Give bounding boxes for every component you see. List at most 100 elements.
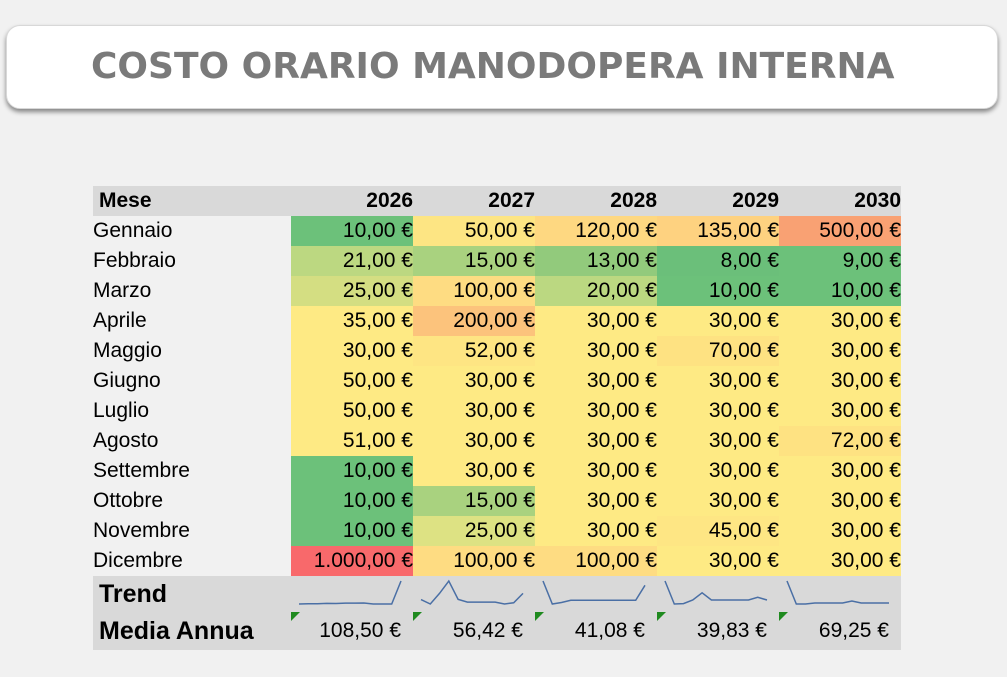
value-cell[interactable]: 45,00 € (657, 516, 779, 546)
value-cell[interactable]: 15,00 € (413, 486, 535, 516)
value-cell[interactable]: 30,00 € (413, 426, 535, 456)
value-cell[interactable]: 100,00 € (413, 276, 535, 306)
month-cell[interactable]: Aprile (93, 309, 147, 332)
value-cell[interactable]: 9,00 € (779, 246, 901, 276)
value-cell[interactable]: 15,00 € (413, 246, 535, 276)
header-year-2027[interactable]: 2027 (413, 186, 535, 216)
value-cell[interactable]: 20,00 € (535, 276, 657, 306)
month-cell[interactable]: Settembre (93, 459, 190, 482)
value-cell[interactable]: 200,00 € (413, 306, 535, 336)
media-cell[interactable]: 41,08 € (535, 612, 657, 650)
value-cell[interactable]: 1.000,00 € (291, 546, 413, 576)
value-cell[interactable]: 21,00 € (291, 246, 413, 276)
month-cell[interactable]: Agosto (93, 429, 159, 452)
header-mese[interactable]: Mese (93, 186, 291, 216)
month-cell[interactable]: Ottobre (93, 489, 164, 512)
value-cell[interactable]: 30,00 € (535, 306, 657, 336)
sparkline-line (542, 580, 646, 605)
value-cell[interactable]: 30,00 € (413, 396, 535, 426)
sparkline-line (298, 580, 402, 605)
value-cell[interactable]: 30,00 € (291, 336, 413, 366)
value-cell[interactable]: 51,00 € (291, 426, 413, 456)
month-cell[interactable]: Giugno (93, 369, 161, 392)
value-cell[interactable]: 30,00 € (657, 396, 779, 426)
value-cell[interactable]: 30,00 € (535, 426, 657, 456)
month-cell[interactable]: Marzo (93, 279, 152, 302)
value-cell[interactable]: 10,00 € (779, 276, 901, 306)
value-cell[interactable]: 30,00 € (779, 336, 901, 366)
header-row: Mese 2026 2027 2028 2029 2030 (93, 186, 901, 216)
sparkline-cell[interactable] (657, 576, 779, 612)
header-year-2028[interactable]: 2028 (535, 186, 657, 216)
value-cell[interactable]: 30,00 € (779, 516, 901, 546)
sparkline-cell[interactable] (535, 576, 657, 612)
value-cell[interactable]: 30,00 € (535, 456, 657, 486)
error-flag-icon (535, 612, 544, 621)
value-cell[interactable]: 120,00 € (535, 216, 657, 246)
value-cell[interactable]: 70,00 € (657, 336, 779, 366)
table-row: Giugno 50,00 €30,00 €30,00 €30,00 €30,00 … (93, 366, 901, 396)
value-cell[interactable]: 10,00 € (291, 486, 413, 516)
value-cell[interactable]: 25,00 € (291, 276, 413, 306)
value-cell[interactable]: 135,00 € (657, 216, 779, 246)
value-cell[interactable]: 30,00 € (657, 456, 779, 486)
value-cell[interactable]: 30,00 € (657, 306, 779, 336)
media-cell[interactable]: 108,50 € (291, 612, 413, 650)
value-cell[interactable]: 52,00 € (413, 336, 535, 366)
value-cell[interactable]: 10,00 € (291, 216, 413, 246)
month-cell[interactable]: Gennaio (93, 219, 173, 242)
value-cell[interactable]: 100,00 € (413, 546, 535, 576)
value-cell[interactable]: 30,00 € (779, 306, 901, 336)
sparkline-cell[interactable] (291, 576, 413, 612)
value-cell[interactable]: 30,00 € (657, 366, 779, 396)
value-cell[interactable]: 30,00 € (535, 486, 657, 516)
media-cell[interactable]: 39,83 € (657, 612, 779, 650)
value-cell[interactable]: 30,00 € (413, 366, 535, 396)
value-cell[interactable]: 13,00 € (535, 246, 657, 276)
month-cell[interactable]: Febbraio (93, 249, 176, 272)
value-cell[interactable]: 30,00 € (535, 516, 657, 546)
header-year-2030[interactable]: 2030 (779, 186, 901, 216)
sparkline-chart (786, 580, 889, 605)
trend-label[interactable]: Trend (93, 576, 291, 612)
value-cell[interactable]: 50,00 € (413, 216, 535, 246)
value-cell[interactable]: 30,00 € (657, 486, 779, 516)
value-cell[interactable]: 30,00 € (779, 396, 901, 426)
value-cell[interactable]: 30,00 € (657, 546, 779, 576)
media-cell[interactable]: 56,42 € (413, 612, 535, 650)
value-cell[interactable]: 50,00 € (291, 366, 413, 396)
value-cell[interactable]: 30,00 € (779, 546, 901, 576)
error-flag-icon (779, 612, 788, 621)
media-label[interactable]: Media Annua (93, 612, 291, 650)
table-row: Aprile 35,00 €200,00 €30,00 €30,00 €30,00… (93, 306, 901, 336)
sparkline-cell[interactable] (413, 576, 535, 612)
media-cell[interactable]: 69,25 € (779, 612, 901, 650)
table-row: Maggio 30,00 €52,00 €30,00 €70,00 €30,00 … (93, 336, 901, 366)
value-cell[interactable]: 30,00 € (779, 456, 901, 486)
value-cell[interactable]: 10,00 € (291, 456, 413, 486)
cost-table: Mese 2026 2027 2028 2029 2030 Gennaio 10,… (93, 186, 901, 650)
value-cell[interactable]: 10,00 € (657, 276, 779, 306)
value-cell[interactable]: 25,00 € (413, 516, 535, 546)
value-cell[interactable]: 30,00 € (413, 456, 535, 486)
value-cell[interactable]: 30,00 € (657, 426, 779, 456)
value-cell[interactable]: 30,00 € (535, 336, 657, 366)
value-cell[interactable]: 8,00 € (657, 246, 779, 276)
value-cell[interactable]: 100,00 € (535, 546, 657, 576)
sparkline-cell[interactable] (779, 576, 901, 612)
value-cell[interactable]: 500,00 € (779, 216, 901, 246)
header-year-2029[interactable]: 2029 (657, 186, 779, 216)
value-cell[interactable]: 10,00 € (291, 516, 413, 546)
month-cell[interactable]: Dicembre (93, 549, 183, 572)
value-cell[interactable]: 72,00 € (779, 426, 901, 456)
month-cell[interactable]: Maggio (93, 339, 162, 362)
value-cell[interactable]: 50,00 € (291, 396, 413, 426)
value-cell[interactable]: 35,00 € (291, 306, 413, 336)
value-cell[interactable]: 30,00 € (535, 366, 657, 396)
value-cell[interactable]: 30,00 € (779, 486, 901, 516)
header-year-2026[interactable]: 2026 (291, 186, 413, 216)
month-cell[interactable]: Novembre (93, 519, 190, 542)
value-cell[interactable]: 30,00 € (779, 366, 901, 396)
month-cell[interactable]: Luglio (93, 399, 150, 422)
value-cell[interactable]: 30,00 € (535, 396, 657, 426)
